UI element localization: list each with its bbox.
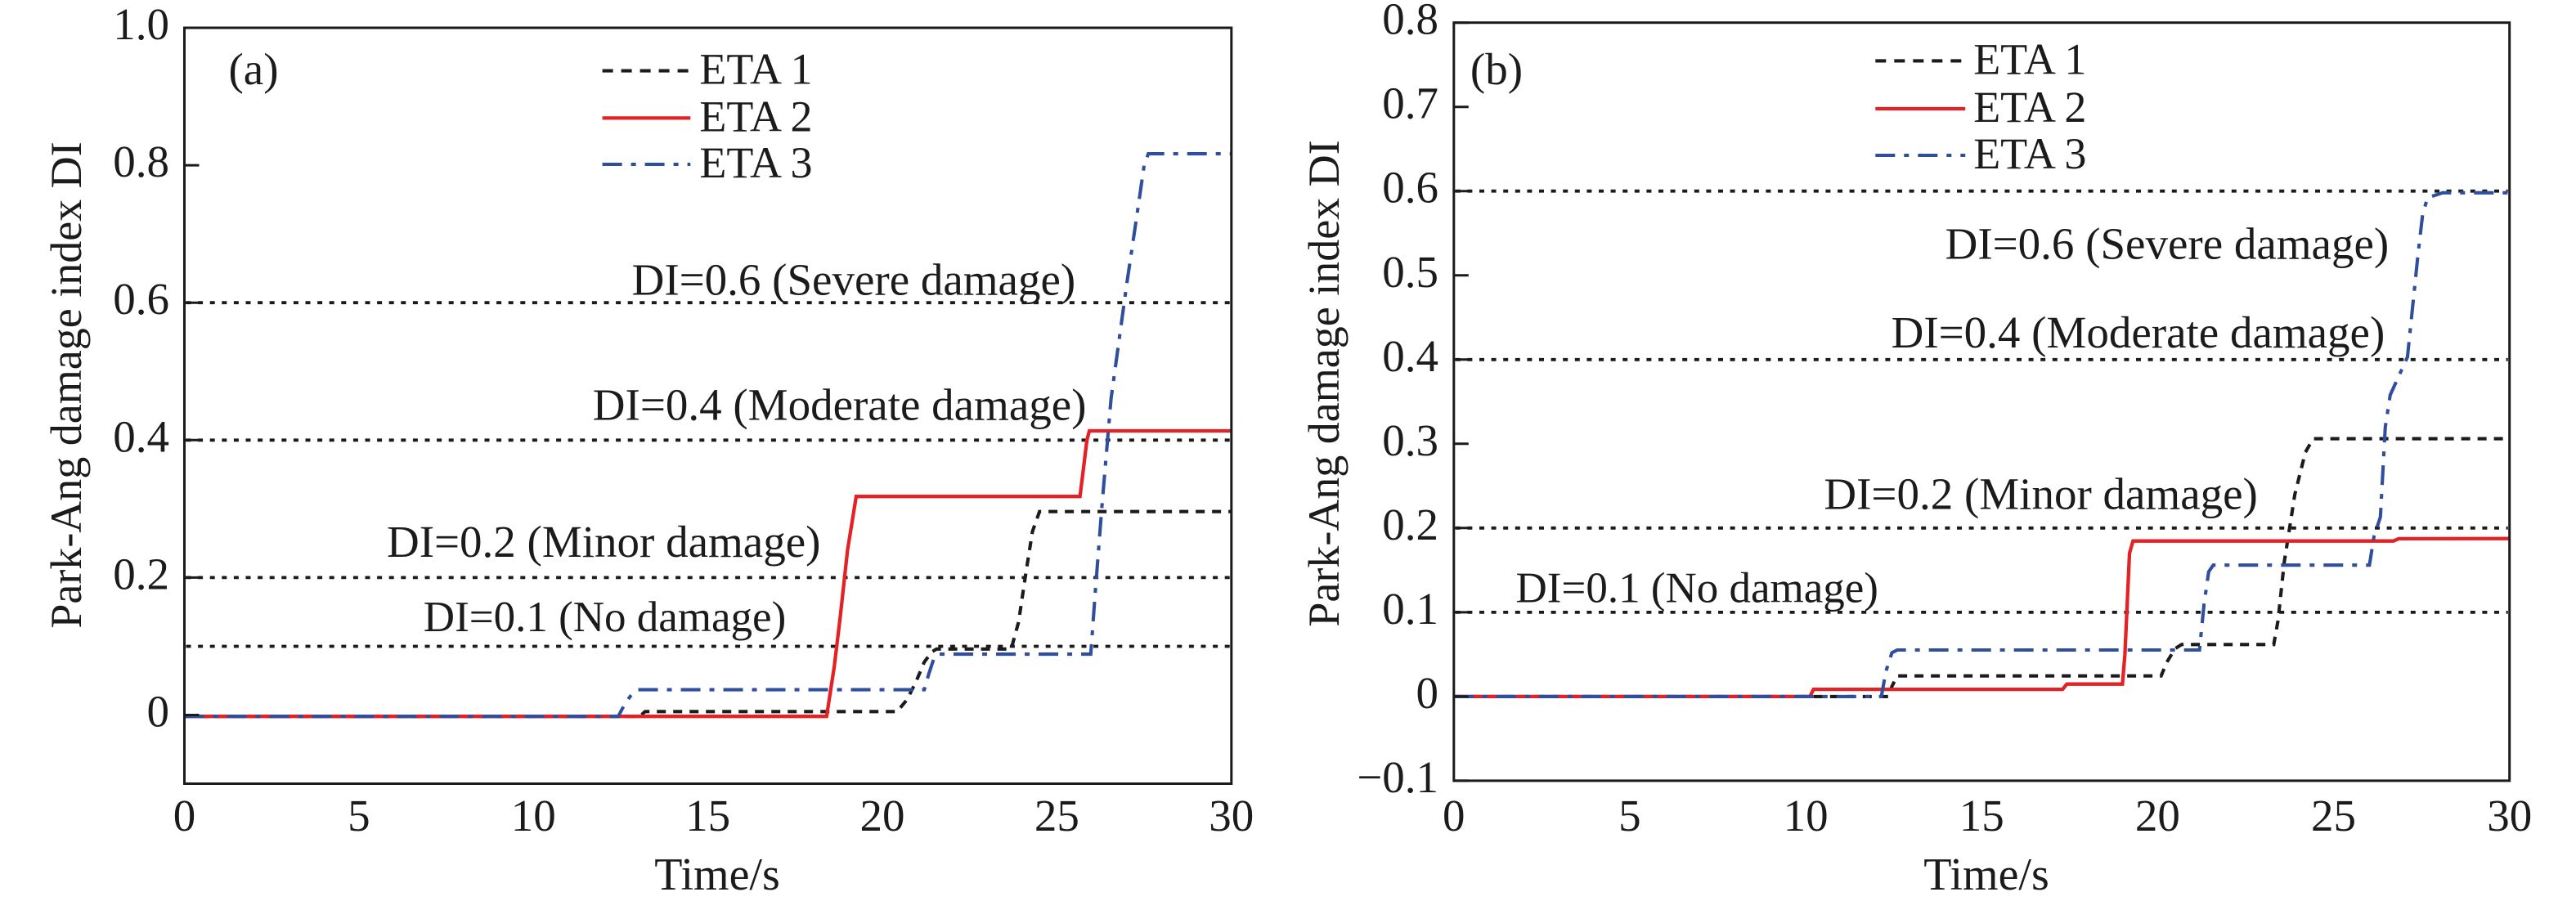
svg-text:DI=0.4 (Moderate damage): DI=0.4 (Moderate damage): [593, 380, 1087, 430]
svg-text:0.5: 0.5: [1382, 247, 1438, 297]
svg-text:DI=0.2 (Minor damage): DI=0.2 (Minor damage): [1824, 469, 2257, 519]
svg-text:30: 30: [1209, 791, 1254, 840]
svg-text:DI=0.2 (Minor damage): DI=0.2 (Minor damage): [387, 517, 820, 567]
svg-text:0.6: 0.6: [113, 274, 169, 324]
svg-text:0: 0: [147, 687, 170, 737]
svg-text:0.1: 0.1: [1382, 584, 1438, 634]
svg-text:ETA 2: ETA 2: [699, 92, 812, 141]
svg-text:0.6: 0.6: [1382, 163, 1438, 213]
svg-text:25: 25: [2311, 791, 2356, 840]
svg-text:10: 10: [1784, 791, 1829, 840]
svg-text:30: 30: [2487, 791, 2532, 840]
svg-text:DI=0.1 (No damage): DI=0.1 (No damage): [1516, 565, 1878, 612]
svg-text:DI=0.6 (Severe damage): DI=0.6 (Severe damage): [632, 255, 1076, 305]
svg-text:Park-Ang damage index DI: Park-Ang damage index DI: [42, 141, 91, 628]
svg-text:15: 15: [1959, 791, 2004, 840]
svg-text:DI=0.1 (No damage): DI=0.1 (No damage): [424, 594, 786, 641]
svg-text:20: 20: [2135, 791, 2180, 840]
svg-text:0.8: 0.8: [113, 137, 169, 186]
svg-text:Time/s: Time/s: [654, 849, 780, 900]
svg-text:0: 0: [1416, 668, 1439, 718]
svg-text:(b): (b): [1470, 44, 1523, 94]
svg-text:−0.1: −0.1: [1357, 752, 1438, 802]
svg-text:5: 5: [1618, 791, 1641, 840]
svg-text:ETA 3: ETA 3: [699, 138, 812, 187]
svg-text:0: 0: [173, 791, 196, 840]
svg-text:0.2: 0.2: [1382, 500, 1438, 549]
svg-text:0.3: 0.3: [1382, 415, 1438, 465]
svg-text:0.4: 0.4: [113, 411, 169, 461]
svg-text:0.2: 0.2: [113, 549, 169, 598]
svg-text:ETA 1: ETA 1: [1973, 34, 2086, 83]
svg-text:0: 0: [1443, 791, 1465, 840]
svg-text:Time/s: Time/s: [1923, 849, 2049, 900]
svg-text:15: 15: [685, 791, 730, 840]
svg-text:DI=0.4 (Moderate damage): DI=0.4 (Moderate damage): [1892, 307, 2385, 357]
svg-text:ETA 1: ETA 1: [699, 45, 812, 94]
svg-text:Park-Ang damage index DI: Park-Ang damage index DI: [1299, 140, 1349, 626]
svg-text:10: 10: [511, 791, 556, 840]
svg-text:ETA 2: ETA 2: [1973, 83, 2086, 132]
svg-text:20: 20: [860, 791, 905, 840]
svg-text:5: 5: [348, 791, 370, 840]
svg-text:ETA 3: ETA 3: [1973, 129, 2086, 178]
svg-text:(a): (a): [228, 44, 278, 94]
svg-text:DI=0.6 (Severe damage): DI=0.6 (Severe damage): [1945, 219, 2390, 269]
svg-text:0.7: 0.7: [1382, 78, 1438, 128]
svg-text:25: 25: [1034, 791, 1079, 840]
svg-text:1.0: 1.0: [113, 0, 169, 49]
svg-text:0.8: 0.8: [1382, 0, 1438, 44]
svg-text:0.4: 0.4: [1382, 331, 1438, 381]
